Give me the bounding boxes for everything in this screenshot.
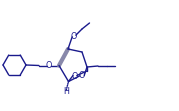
- Text: O: O: [71, 32, 77, 41]
- Text: H: H: [63, 86, 69, 95]
- Text: O: O: [79, 70, 85, 79]
- Text: O: O: [72, 71, 78, 80]
- Text: O: O: [46, 61, 52, 70]
